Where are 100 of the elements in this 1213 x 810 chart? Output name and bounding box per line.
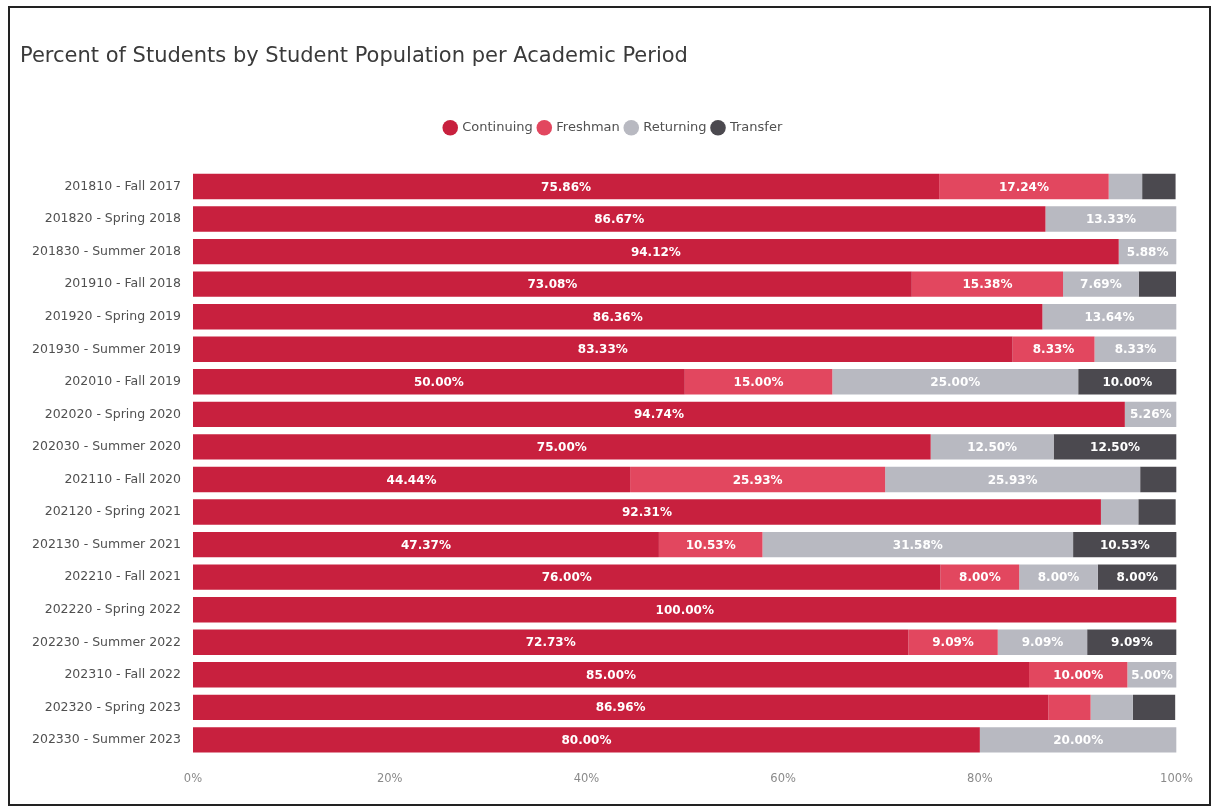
bar	[193, 369, 685, 395]
data-label: 13.64%	[1084, 309, 1135, 324]
data-label: 94.74%	[633, 407, 684, 422]
y-tick-label: 202130 - Summer 2021	[32, 535, 181, 551]
bar	[1078, 369, 1177, 395]
bar	[1019, 564, 1098, 590]
data-label: 92.31%	[621, 505, 672, 520]
data-label: 12.50%	[967, 440, 1018, 455]
bar	[1063, 271, 1139, 297]
y-tick-label: 202120 - Spring 2021	[44, 503, 181, 519]
data-label: 10.00%	[1053, 667, 1104, 682]
bar	[193, 727, 980, 753]
data-label: 7.69%	[1080, 277, 1122, 292]
bar	[630, 466, 886, 493]
bar	[1042, 304, 1177, 330]
y-tick-label: 202110 - Fall 2020	[64, 470, 182, 486]
bar	[193, 401, 1125, 428]
bar	[911, 271, 1064, 297]
data-label: 75.00%	[536, 440, 587, 455]
data-label: 15.00%	[733, 374, 784, 389]
y-tick-label: 201910 - Fall 2018	[64, 275, 182, 291]
data-label: 8.00%	[1116, 570, 1159, 585]
data-label: 20.00%	[1053, 733, 1104, 748]
bar	[1090, 694, 1133, 721]
data-label: 75.86%	[541, 179, 592, 194]
bar	[684, 369, 833, 395]
bar	[193, 206, 1046, 232]
x-tick-label: 20%	[376, 771, 403, 786]
data-label: 9.09%	[1021, 635, 1064, 650]
data-label: 44.44%	[386, 472, 437, 487]
bar	[193, 694, 1049, 721]
data-label: 50.00%	[413, 374, 464, 389]
bar	[930, 434, 1054, 460]
bar	[193, 271, 912, 297]
data-label: 76.00%	[541, 570, 592, 585]
data-label: 9.09%	[932, 635, 974, 650]
bar	[193, 597, 1177, 623]
data-label: 86.96%	[595, 700, 646, 715]
data-label: 8.33%	[1032, 342, 1075, 357]
y-tick-label: 202310 - Fall 2022	[64, 666, 181, 682]
bar	[1048, 694, 1091, 721]
data-label: 9.09%	[1111, 635, 1153, 650]
data-label: 31.58%	[892, 537, 943, 552]
bar	[1138, 271, 1177, 297]
bar	[762, 531, 1074, 558]
data-label: 73.08%	[527, 277, 578, 292]
bar	[193, 238, 1119, 265]
data-label: 10.00%	[1102, 374, 1153, 389]
bar	[1142, 173, 1176, 200]
data-label: 8.33%	[1114, 342, 1157, 357]
y-tick-label: 202020 - Spring 2020	[44, 405, 182, 421]
y-tick-label: 202010 - Fall 2019	[64, 373, 182, 389]
y-tick-label: 202030 - Summer 2020	[32, 438, 182, 454]
legend-label: Continuing	[462, 119, 533, 135]
y-tick-label: 201810 - Fall 2017	[64, 177, 181, 193]
y-tick-label: 202330 - Summer 2023	[32, 731, 181, 747]
y-tick-label: 201820 - Spring 2018	[44, 210, 182, 226]
bar	[1029, 662, 1128, 688]
bar	[979, 727, 1177, 753]
bar	[885, 466, 1141, 493]
bar	[1045, 206, 1177, 232]
bar	[193, 564, 941, 590]
bar	[939, 173, 1109, 200]
data-label: 100.00%	[655, 602, 714, 617]
data-label: 8.00%	[1037, 570, 1080, 585]
x-tick-label: 80%	[967, 771, 993, 786]
y-tick-label: 201930 - Summer 2019	[32, 340, 182, 356]
data-label: 94.12%	[630, 244, 681, 259]
data-label: 5.88%	[1126, 244, 1169, 259]
x-tick-label: 60%	[770, 771, 796, 786]
bar	[1108, 173, 1143, 200]
legend-label: Freshman	[556, 119, 620, 135]
data-label: 80.00%	[561, 733, 612, 748]
data-label: 86.67%	[594, 212, 645, 227]
data-label: 13.33%	[1086, 212, 1136, 227]
bar	[1132, 694, 1176, 721]
bar	[193, 466, 631, 493]
legend-label: Transfer	[729, 119, 783, 135]
data-label: 15.38%	[962, 277, 1013, 292]
y-tick-label: 202220 - Spring 2022	[44, 600, 181, 616]
data-label: 25.00%	[930, 374, 981, 389]
data-label: 83.33%	[577, 342, 628, 357]
bar	[193, 531, 659, 558]
bar	[193, 499, 1101, 525]
x-tick-label: 0%	[183, 771, 203, 786]
y-tick-label: 201920 - Spring 2019	[44, 307, 182, 323]
x-tick-label: 100%	[1160, 771, 1194, 786]
bar	[193, 662, 1030, 688]
data-label: 47.37%	[400, 537, 451, 552]
data-label: 8.00%	[959, 570, 1001, 585]
bar	[832, 369, 1079, 395]
bar	[193, 173, 940, 200]
data-label: 5.26%	[1129, 407, 1172, 422]
bar	[193, 304, 1043, 330]
chart-title: Percent of Students by Student Population per Academic Period	[20, 43, 688, 68]
y-tick-label: 201830 - Summer 2018	[32, 242, 182, 258]
legend-label: Returning	[643, 119, 707, 135]
data-label: 86.36%	[592, 309, 643, 324]
x-tick-label: 40%	[573, 771, 600, 786]
bar	[1053, 434, 1177, 460]
